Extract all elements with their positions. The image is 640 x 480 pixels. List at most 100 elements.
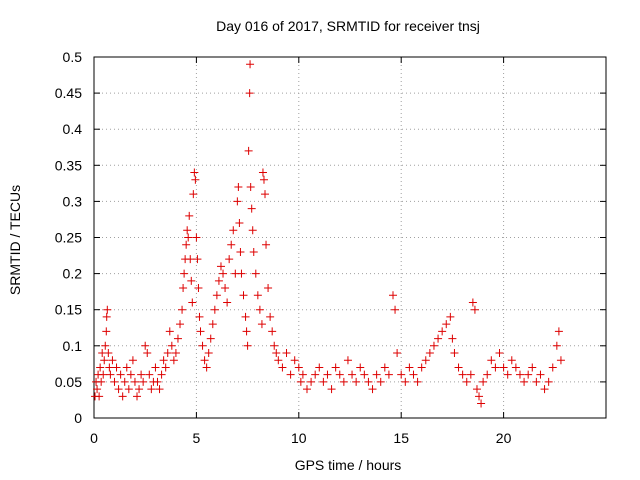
- x-tick-label: 10: [291, 430, 307, 446]
- data-point: [176, 320, 185, 329]
- data-point: [477, 399, 486, 408]
- data-point: [442, 320, 451, 329]
- data-point: [405, 363, 414, 372]
- data-point: [241, 312, 250, 321]
- data-point: [528, 363, 537, 372]
- data-point: [462, 377, 471, 386]
- data-point: [225, 255, 234, 264]
- data-point: [145, 370, 154, 379]
- data-point: [524, 370, 533, 379]
- data-point: [221, 284, 230, 293]
- data-point: [184, 233, 193, 242]
- data-point: [258, 168, 267, 177]
- data-point: [210, 305, 219, 314]
- data-point: [139, 377, 148, 386]
- data-point: [234, 182, 243, 191]
- data-point: [157, 370, 166, 379]
- data-point: [173, 334, 182, 343]
- data-point: [253, 291, 262, 300]
- data-point: [278, 363, 287, 372]
- x-tick-label: 20: [496, 430, 512, 446]
- data-point: [141, 341, 150, 350]
- data-point: [96, 363, 105, 372]
- data-point: [544, 377, 553, 386]
- data-point: [239, 291, 248, 300]
- data-point: [274, 356, 283, 365]
- data-point: [380, 363, 389, 372]
- data-point: [425, 349, 434, 358]
- data-point: [208, 320, 217, 329]
- data-point: [110, 377, 119, 386]
- data-point: [272, 349, 281, 358]
- y-tick-label: 0.05: [55, 374, 82, 390]
- data-point: [193, 255, 202, 264]
- y-tick-label: 0.3: [63, 193, 83, 209]
- data-point: [237, 269, 246, 278]
- data-point: [448, 334, 457, 343]
- data-point: [105, 363, 114, 372]
- data-point: [251, 269, 260, 278]
- data-point: [397, 370, 406, 379]
- data-point: [491, 363, 500, 372]
- data-point: [93, 385, 102, 394]
- data-point: [178, 305, 187, 314]
- data-point: [323, 370, 332, 379]
- data-point: [259, 175, 268, 184]
- data-point: [372, 370, 381, 379]
- data-point: [290, 356, 299, 365]
- data-point: [319, 377, 328, 386]
- data-point: [515, 370, 524, 379]
- data-point: [161, 363, 170, 372]
- data-point: [244, 146, 253, 155]
- data-point: [315, 363, 324, 372]
- data-point: [470, 305, 479, 314]
- data-point: [126, 370, 135, 379]
- data-point: [479, 377, 488, 386]
- data-point: [255, 305, 264, 314]
- y-tick-label: 0.5: [63, 49, 83, 65]
- data-point: [302, 385, 311, 394]
- data-point: [417, 363, 426, 372]
- data-point: [135, 385, 144, 394]
- data-point: [171, 349, 180, 358]
- data-point: [356, 363, 365, 372]
- data-point: [190, 168, 199, 177]
- data-point: [195, 312, 204, 321]
- data-point: [188, 298, 197, 307]
- x-tick-label: 0: [90, 430, 98, 446]
- data-point: [298, 370, 307, 379]
- data-point: [536, 370, 545, 379]
- data-point: [133, 392, 142, 401]
- data-point: [466, 370, 475, 379]
- data-point: [243, 341, 252, 350]
- data-point: [192, 233, 201, 242]
- data-point: [114, 385, 123, 394]
- data-point: [163, 349, 172, 358]
- data-point: [540, 385, 549, 394]
- data-point: [97, 377, 106, 386]
- data-point: [183, 226, 192, 235]
- data-point: [103, 305, 112, 314]
- data-point: [122, 363, 131, 372]
- data-point: [246, 60, 255, 69]
- data-point: [327, 385, 336, 394]
- data-point: [296, 377, 305, 386]
- data-point: [421, 356, 430, 365]
- data-point: [206, 334, 215, 343]
- data-point: [532, 377, 541, 386]
- y-tick-label: 0.4: [63, 121, 83, 137]
- data-point: [364, 377, 373, 386]
- data-point: [95, 392, 104, 401]
- data-point: [99, 370, 108, 379]
- data-point: [483, 370, 492, 379]
- data-point: [235, 219, 244, 228]
- data-point: [294, 363, 303, 372]
- y-tick-label: 0.35: [55, 157, 82, 173]
- data-point: [368, 385, 377, 394]
- data-point: [261, 190, 270, 199]
- data-point: [179, 284, 188, 293]
- data-point: [118, 392, 127, 401]
- data-point: [151, 363, 160, 372]
- data-point: [219, 269, 228, 278]
